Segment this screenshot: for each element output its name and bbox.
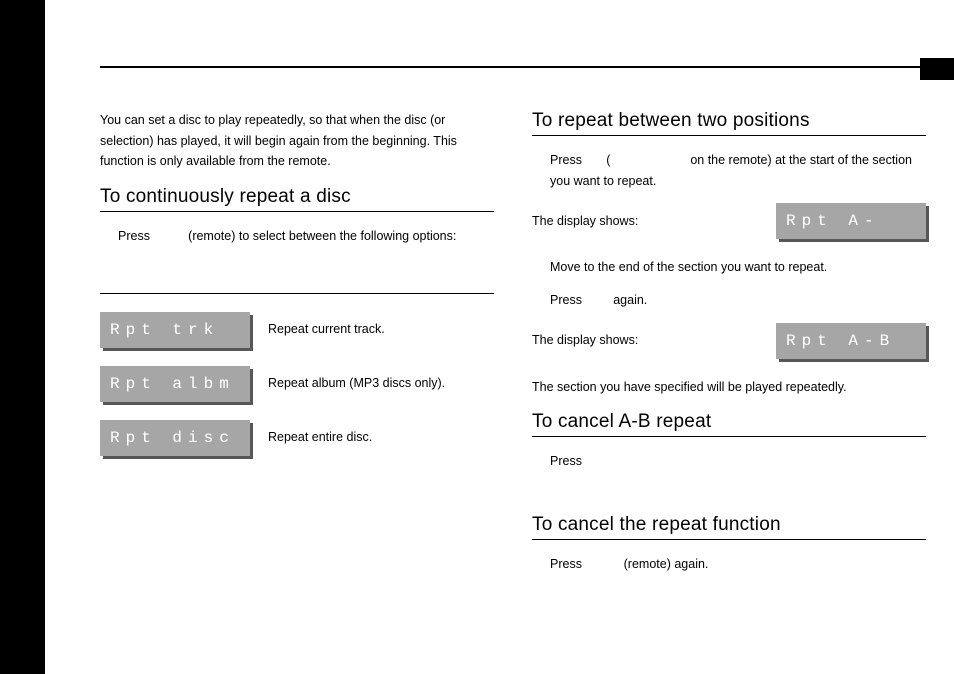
lcd-desc: Repeat entire disc.: [268, 428, 372, 447]
step-text-c: on the remote) at the start of the secti…: [550, 153, 912, 188]
display-row: Rpt trk Repeat current track.: [100, 312, 494, 348]
step-text-b: again.: [613, 293, 647, 307]
right-column: To repeat between two positions Press ( …: [532, 110, 926, 644]
display-row: Rpt disc Repeat entire disc.: [100, 420, 494, 456]
step-move-end: Move to the end of the section you want …: [550, 257, 926, 278]
display-shows-text: The display shows:: [532, 211, 638, 232]
step-text-b: (remote) again.: [624, 557, 709, 571]
repeated-text: The section you have specified will be p…: [532, 377, 926, 398]
heading-repeat-two-positions: To repeat between two positions: [532, 110, 926, 136]
lcd-rpt-trk: Rpt trk: [100, 312, 250, 348]
display-row: Rpt albm Repeat album (MP3 discs only).: [100, 366, 494, 402]
step-cancel-repeat: Press (remote) again.: [550, 554, 926, 575]
lcd-rpt-albm: Rpt albm: [100, 366, 250, 402]
lcd-rpt-disc: Rpt disc: [100, 420, 250, 456]
top-rule: [100, 66, 926, 68]
step-text-b: (remote) to select between the following…: [188, 229, 456, 243]
display-line: The display shows: Rpt A-: [532, 203, 926, 239]
heading-cancel-ab: To cancel A-B repeat: [532, 411, 926, 437]
lcd-text: Rpt trk: [110, 321, 219, 339]
heading-cancel-repeat: To cancel the repeat function: [532, 514, 926, 540]
lcd-text: Rpt A-B: [786, 332, 895, 350]
step-press-again: Press again.: [550, 290, 926, 311]
lcd-desc: Repeat album (MP3 discs only).: [268, 374, 445, 393]
left-column: You can set a disc to play repeatedly, s…: [100, 110, 494, 644]
step-text-a: Press: [550, 153, 582, 167]
step-text-a: Press: [550, 293, 582, 307]
display-line: The display shows: Rpt A-B: [532, 323, 926, 359]
step-cancel-ab: Press: [550, 451, 926, 472]
top-tab: [920, 58, 954, 80]
lcd-rpt-a: Rpt A-: [776, 203, 926, 239]
page: You can set a disc to play repeatedly, s…: [45, 0, 954, 674]
content-area: You can set a disc to play repeatedly, s…: [100, 110, 926, 644]
lcd-text: Rpt albm: [110, 375, 235, 393]
lcd-text: Rpt disc: [110, 429, 235, 447]
lcd-rpt-ab: Rpt A-B: [776, 323, 926, 359]
intro-text: You can set a disc to play repeatedly, s…: [100, 110, 494, 172]
display-shows-text: The display shows:: [532, 330, 638, 351]
heading-continuous-repeat: To continuously repeat a disc: [100, 186, 494, 212]
step-text-b: (: [606, 153, 610, 167]
step-text-a: Press: [550, 557, 582, 571]
step-text-a: Press: [118, 229, 150, 243]
step-press-remote: Press (remote) to select between the fol…: [118, 226, 494, 247]
lcd-text: Rpt A-: [786, 212, 880, 230]
divider: [100, 293, 494, 294]
lcd-desc: Repeat current track.: [268, 320, 385, 339]
step-press-ab-start: Press ( on the remote) at the start of t…: [550, 150, 926, 191]
